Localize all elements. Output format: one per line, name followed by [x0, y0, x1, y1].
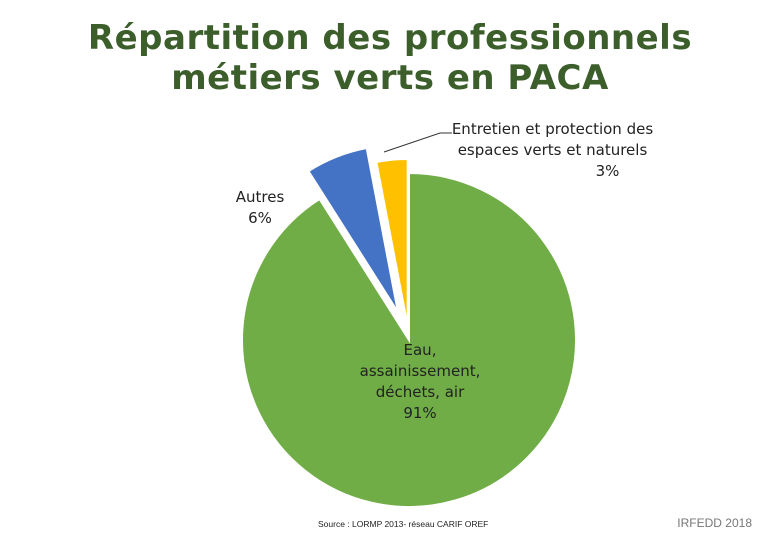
slice-label-eau-line-3: déchets, air — [375, 383, 465, 401]
source-note: Source : LORMP 2013- réseau CARIF OREF — [318, 519, 489, 529]
pie-slice-2 — [375, 158, 409, 327]
slice-value-entretien: 3% — [595, 162, 620, 180]
chart-title-line-1: Répartition des professionnels — [87, 18, 693, 58]
chart-title: Répartition des professionnels métiers v… — [0, 18, 780, 98]
slice-value-eau: 91% — [403, 404, 437, 422]
slice-label-eau: Eau, assainissement, déchets, air 91% — [345, 340, 495, 424]
slice-label-eau-line-2: assainissement, — [359, 362, 481, 380]
slice-label-autres-line-1: Autres — [235, 188, 285, 206]
slice-label-autres: Autres 6% — [220, 187, 300, 229]
leader-line-entretien — [383, 132, 452, 153]
chart-title-line-2: métiers verts en PACA — [171, 58, 609, 98]
slice-label-entretien: Entretien et protection des espaces vert… — [440, 119, 665, 182]
slice-label-eau-line-1: Eau, — [403, 341, 437, 359]
pie-slice-0 — [241, 171, 577, 508]
slice-label-entretien-line-1: Entretien et protection des — [451, 120, 654, 138]
credit-note: IRFEDD 2018 — [677, 516, 752, 530]
slice-label-entretien-line-2: espaces verts et naturels — [457, 141, 648, 159]
slice-value-autres: 6% — [248, 209, 272, 227]
pie-slice-1 — [307, 146, 399, 313]
